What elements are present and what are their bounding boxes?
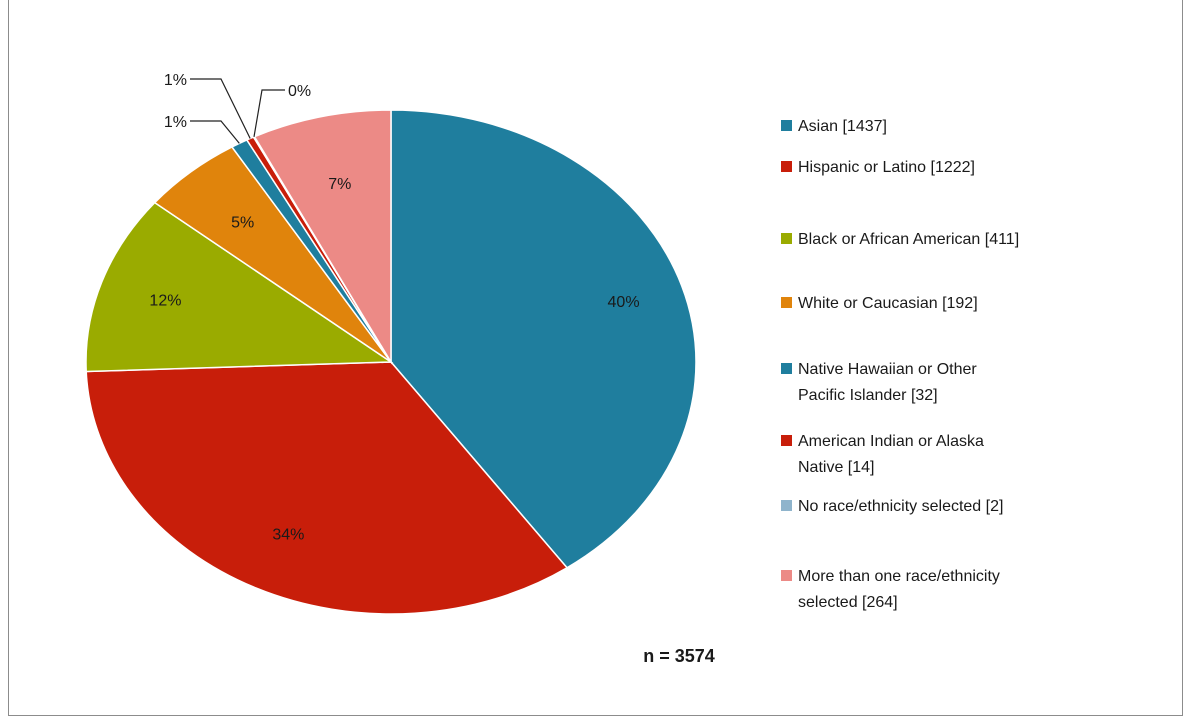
pie-chart: 40% 34% 12% 5% 1% 1% 0% 7% Asian [1437] Hispanic… <box>85 72 1019 666</box>
pie-slice-2 <box>85 361 569 615</box>
percent-label-7: 0% <box>288 83 311 100</box>
legend-swatch-8 <box>781 570 792 581</box>
percent-label-6: 1% <box>164 72 187 89</box>
sample-size-note: n = 3574 <box>643 646 715 666</box>
legend-label-3: Black or African American [411] <box>798 231 1019 248</box>
pie-slices <box>85 109 697 615</box>
legend-label-8: More than one race/ethnicity selected [26… <box>798 568 1000 611</box>
legend-label-7: No race/ethnicity selected [2] <box>798 498 1003 515</box>
legend-label-4: White or Caucasian [192] <box>798 295 978 312</box>
leader-lines <box>190 78 285 144</box>
percent-labels: 40% 34% 12% 5% 1% 1% 0% 7% <box>149 72 639 544</box>
legend-swatch-5 <box>781 363 792 374</box>
percent-label-2: 34% <box>272 527 304 544</box>
percent-label-3: 12% <box>149 293 181 310</box>
chart-frame: 40% 34% 12% 5% 1% 1% 0% 7% Asian [1437] Hispanic… <box>8 0 1183 716</box>
legend-label-1: Asian [1437] <box>798 118 887 135</box>
percent-label-4: 5% <box>231 214 254 231</box>
legend-label-6: American Indian or Alaska Native [14] <box>798 433 984 476</box>
pie-slice-1 <box>390 109 697 569</box>
legend-swatch-6 <box>781 435 792 446</box>
pie-slice-3 <box>85 201 394 373</box>
legend-swatch-3 <box>781 233 792 244</box>
legend-swatch-7 <box>781 500 792 511</box>
leader-line-5 <box>190 120 240 144</box>
legend-swatch-4 <box>781 297 792 308</box>
percent-label-1: 40% <box>608 294 640 311</box>
legend-swatch-1 <box>781 120 792 131</box>
percent-label-8: 7% <box>328 176 351 193</box>
percent-label-5: 1% <box>164 114 187 131</box>
leader-line-7 <box>253 89 285 137</box>
leader-line-6 <box>190 78 251 139</box>
legend: Asian [1437] Hispanic or Latino [1222] Bla… <box>781 118 1019 611</box>
legend-label-2: Hispanic or Latino [1222] <box>798 159 975 176</box>
pie-slice-8 <box>253 109 392 365</box>
legend-label-5: Native Hawaiian or Other Pacific Islander… <box>798 361 977 404</box>
legend-swatch-2 <box>781 161 792 172</box>
